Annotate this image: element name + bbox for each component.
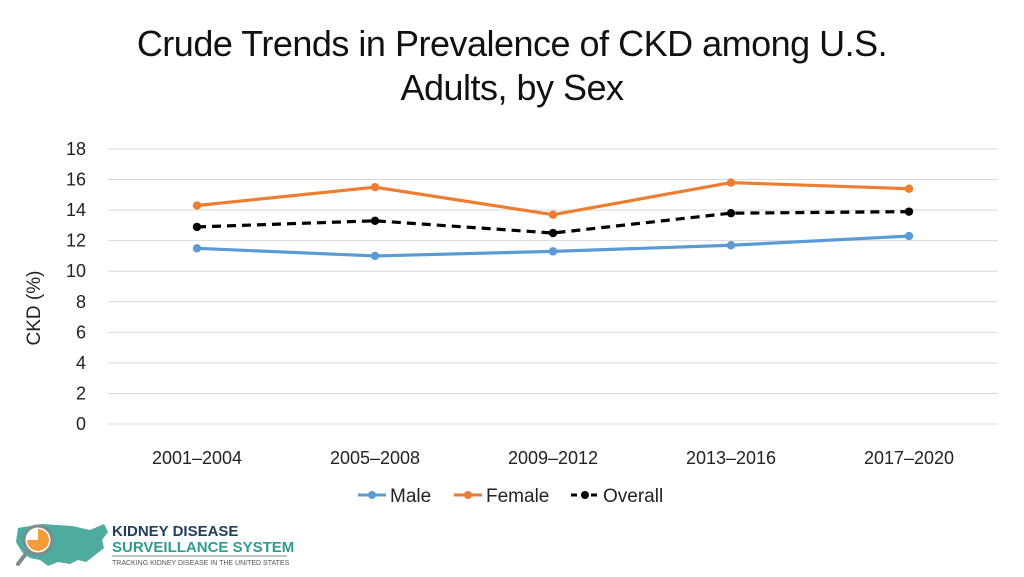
legend-item-male: Male — [358, 486, 431, 507]
x-tick-label-0: 2001–2004 — [152, 448, 242, 468]
data-point-overall-2 — [548, 228, 558, 238]
data-point-male-3 — [726, 241, 736, 250]
x-tick-label-1: 2005–2008 — [330, 448, 420, 468]
x-tick-label-4: 2017–2020 — [864, 448, 954, 468]
data-point-male-4 — [904, 231, 914, 241]
chart-title-line-2: Adults, by Sex — [400, 67, 624, 108]
data-point-female-4 — [904, 184, 914, 193]
x-tick-label-2: 2009–2012 — [508, 448, 598, 468]
legend-marker-overall — [581, 491, 589, 499]
data-point-female-2 — [548, 210, 558, 219]
y-tick-label-8: 8 — [76, 292, 86, 312]
legend: Male Female Overall — [358, 486, 663, 507]
series-male — [192, 231, 914, 261]
y-tick-label-16: 16 — [66, 170, 86, 190]
y-tick-label-12: 12 — [66, 231, 86, 251]
legend-label-overall: Overall — [603, 486, 663, 507]
series-lines — [192, 178, 914, 261]
kdss-logo: KIDNEY DISEASE SURVEILLANCE SYSTEM TRACK… — [12, 518, 302, 572]
data-point-male-0 — [192, 244, 202, 253]
legend-marker-female — [464, 491, 472, 499]
x-axis-ticks: 2001–2004 2005–2008 2009–2012 2013–2016 2017… — [152, 448, 954, 468]
chart-title-line-1: Crude Trends in Prevalence of CKD among … — [136, 23, 888, 64]
magnifier-handle — [16, 549, 30, 566]
line-chart: 0 2 4 6 8 10 12 14 16 18 2001–2004 2005–2008 2009–2… — [24, 139, 998, 507]
legend-item-overall: Overall — [571, 486, 663, 507]
data-point-female-3 — [726, 178, 736, 187]
series-female — [192, 178, 914, 219]
data-point-overall-1 — [370, 216, 380, 226]
chart-title: Crude Trends in Prevalence of CKD among … — [0, 22, 1024, 110]
y-tick-label-6: 6 — [76, 322, 86, 342]
series-overall — [192, 207, 914, 238]
legend-label-female: Female — [486, 486, 549, 507]
logo-line-1: KIDNEY DISEASE — [112, 523, 238, 540]
data-point-female-0 — [192, 201, 202, 210]
y-tick-label-0: 0 — [76, 414, 86, 434]
data-point-male-1 — [370, 251, 380, 261]
data-point-overall-3 — [726, 208, 736, 218]
y-tick-label-2: 2 — [76, 383, 86, 403]
logo-tagline: TRACKING KIDNEY DISEASE IN THE UNITED ST… — [112, 560, 290, 567]
gridlines — [108, 148, 998, 425]
y-tick-label-14: 14 — [66, 200, 86, 220]
logo-line-2: SURVEILLANCE SYSTEM — [112, 539, 294, 556]
magnifier-pie-icon — [27, 529, 49, 551]
logo-graphic: KIDNEY DISEASE SURVEILLANCE SYSTEM TRACK… — [16, 523, 294, 567]
y-axis-label: CKD (%) — [24, 271, 45, 346]
data-point-overall-4 — [904, 207, 914, 216]
y-tick-label-4: 4 — [76, 353, 86, 373]
y-axis-ticks: 0 2 4 6 8 10 12 14 16 18 — [66, 139, 86, 434]
data-point-overall-0 — [192, 222, 202, 232]
y-tick-label-18: 18 — [66, 139, 86, 159]
y-tick-label-10: 10 — [66, 261, 86, 281]
legend-item-female: Female — [454, 486, 549, 507]
data-point-male-2 — [548, 247, 558, 256]
data-point-female-1 — [370, 182, 380, 192]
x-tick-label-3: 2013–2016 — [686, 448, 776, 468]
legend-label-male: Male — [390, 486, 431, 507]
legend-marker-male — [368, 491, 376, 499]
